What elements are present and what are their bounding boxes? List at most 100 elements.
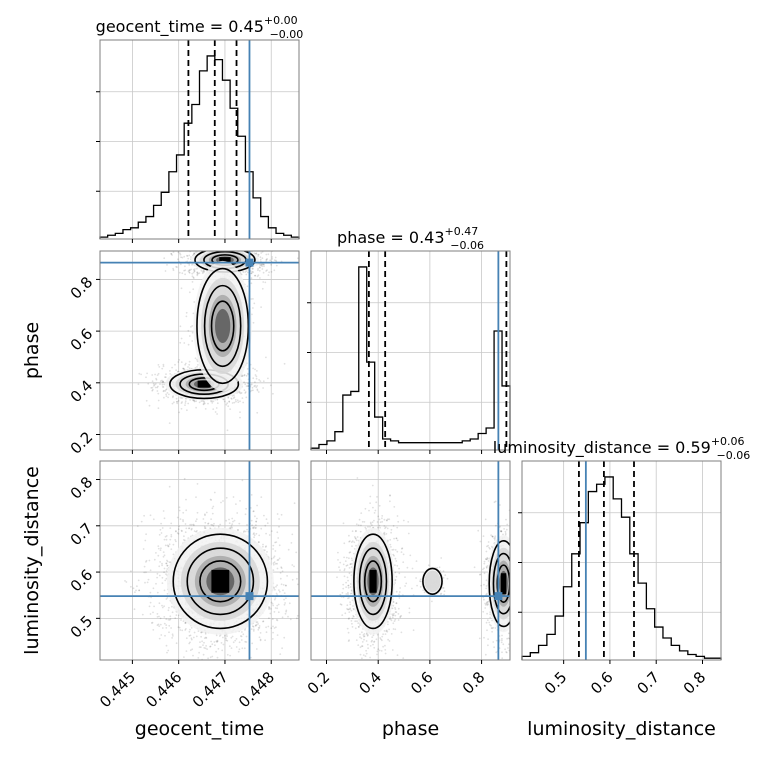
sample-point (246, 528, 249, 531)
sample-point (280, 583, 283, 586)
sample-point (163, 567, 166, 570)
sample-point (142, 548, 145, 550)
sample-point (156, 591, 159, 594)
sample-point (184, 269, 187, 272)
sample-point (207, 522, 210, 525)
sample-point (188, 634, 191, 637)
sample-point (187, 343, 190, 346)
sample-point (289, 618, 292, 621)
sample-point (184, 400, 187, 403)
sample-point (130, 585, 132, 588)
sample-point (198, 646, 201, 648)
sample-point (265, 356, 267, 359)
sample-point (233, 519, 236, 522)
sample-point (222, 398, 225, 401)
sample-point (162, 363, 165, 366)
sample-point (187, 402, 190, 405)
sample-point (213, 491, 216, 494)
sample-point (207, 523, 209, 525)
sample-point (166, 264, 168, 266)
sample-point (238, 522, 241, 525)
sample-point (273, 598, 276, 601)
sample-point (164, 579, 167, 582)
sample-point (178, 626, 181, 629)
sample-point (171, 366, 174, 369)
sample-point (235, 646, 238, 648)
sample-point (231, 245, 233, 247)
sample-point (192, 312, 195, 315)
sample-point (268, 607, 270, 609)
sample-point (197, 364, 199, 366)
sample-point (156, 572, 159, 575)
sample-point (196, 358, 198, 361)
sample-point (222, 643, 225, 646)
sample-point (146, 372, 149, 375)
sample-point (161, 576, 164, 579)
sample-point (167, 545, 170, 547)
sample-point (272, 392, 274, 395)
sample-point (156, 624, 159, 627)
sample-point (290, 542, 293, 544)
sample-point (213, 522, 215, 525)
sample-point (260, 263, 263, 266)
sample-point (254, 624, 257, 627)
sample-point (181, 401, 184, 403)
sample-point (265, 631, 268, 634)
sample-point (147, 578, 150, 581)
grid-lines (522, 461, 721, 660)
sample-point (186, 661, 188, 663)
sample-point (272, 604, 275, 607)
sample-point (229, 408, 232, 410)
sample-point (149, 591, 152, 594)
sample-point (277, 558, 280, 561)
sample-point (228, 401, 231, 403)
sample-point (192, 268, 195, 271)
sample-point (245, 507, 248, 510)
sample-point (130, 570, 132, 573)
sample-point (254, 244, 256, 246)
sample-point (285, 584, 287, 587)
sample-point (223, 247, 225, 249)
sample-point (164, 270, 167, 272)
sample-point (175, 642, 178, 645)
sample-point (273, 561, 276, 563)
sample-point (178, 411, 181, 414)
sample-point (189, 246, 191, 248)
sample-point (252, 389, 254, 392)
sample-point (153, 383, 156, 386)
sample-point (254, 624, 257, 627)
sample-point (246, 368, 249, 370)
sample-point (283, 362, 286, 365)
sample-point (231, 395, 234, 397)
sample-point (243, 647, 246, 650)
sample-point (223, 243, 225, 245)
sample-point (165, 388, 167, 391)
sample-point (239, 635, 242, 637)
sample-point (173, 401, 175, 404)
sample-point (165, 562, 168, 565)
sample-point (257, 627, 260, 629)
sample-point (148, 605, 151, 608)
sample-point (240, 679, 242, 681)
sample-point (221, 247, 223, 249)
sample-point (225, 519, 228, 522)
sample-point (266, 258, 268, 260)
sample-point (246, 524, 248, 526)
sample-point (180, 402, 183, 404)
sample-point (145, 571, 147, 574)
sample-point (265, 626, 267, 629)
sample-point (257, 391, 260, 393)
sample-point (279, 577, 282, 580)
sample-point (269, 612, 272, 615)
sample-point (245, 270, 248, 273)
sample-point (278, 525, 280, 528)
sample-point (171, 605, 173, 608)
sample-point (259, 264, 262, 267)
sample-point (259, 277, 261, 279)
sample-point (250, 282, 253, 285)
sample-point (204, 647, 207, 650)
sample-point (296, 577, 298, 580)
sample-point (264, 524, 267, 527)
sample-point (279, 572, 282, 574)
histogram-luminosity_distance (521, 476, 722, 660)
